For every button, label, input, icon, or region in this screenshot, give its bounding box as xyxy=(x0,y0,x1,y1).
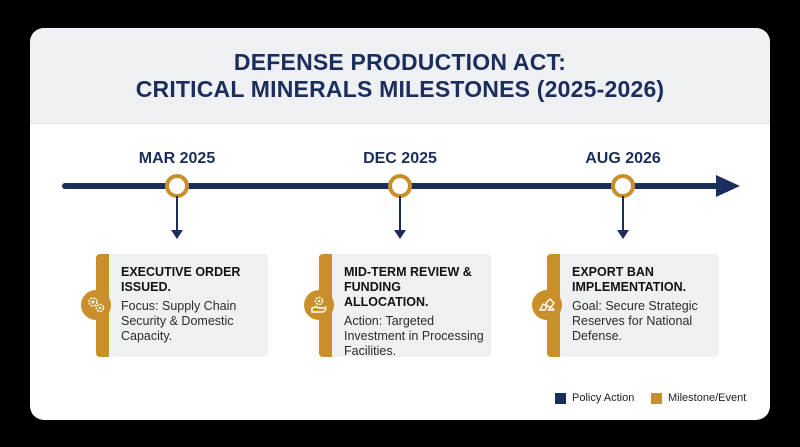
timeline-marker-3 xyxy=(611,174,635,239)
milestone-date-3: AUG 2026 xyxy=(585,150,661,167)
event-body: Focus: Supply Chain Security & Domestic … xyxy=(121,299,237,343)
legend-swatch xyxy=(555,392,566,404)
event-body: Action: Targeted Investment in Processin… xyxy=(344,314,484,357)
event-text-3: EXPORT BAN IMPLEMENTATION. Goal: Secure … xyxy=(572,265,712,344)
legend-item-milestone-event: Milestone/Event xyxy=(651,392,746,404)
event-heading: EXECUTIVE ORDER ISSUED. xyxy=(121,265,241,294)
timeline-arrowhead xyxy=(716,175,740,197)
event-card-2: MID-TERM REVIEW & FUNDING ALLOCATION. Ac… xyxy=(319,254,491,357)
minerals-icon xyxy=(532,290,562,320)
timeline-marker-2 xyxy=(388,174,412,239)
timeline-graphic xyxy=(62,174,740,239)
event-text-2: MID-TERM REVIEW & FUNDING ALLOCATION. Ac… xyxy=(344,265,484,357)
title-line-2: CRITICAL MINERALS MILESTONES (2025-2026) xyxy=(135,75,665,102)
event-body: Goal: Secure Strategic Reserves for Nati… xyxy=(572,299,698,343)
legend-item-policy-action: Policy Action xyxy=(555,392,634,404)
hand-gear-icon xyxy=(304,290,334,320)
timeline-marker-1 xyxy=(165,174,189,239)
legend-swatch xyxy=(651,392,662,404)
infographic-card: DEFENSE PRODUCTION ACT: CRITICAL MINERAL… xyxy=(30,28,770,420)
legend-label: Policy Action xyxy=(572,392,635,404)
milestone-date-2: DEC 2025 xyxy=(363,150,437,167)
event-card-3: EXPORT BAN IMPLEMENTATION. Goal: Secure … xyxy=(547,254,719,357)
event-heading: MID-TERM REVIEW & FUNDING ALLOCATION. xyxy=(344,265,472,309)
title-banner: DEFENSE PRODUCTION ACT: CRITICAL MINERAL… xyxy=(30,28,770,124)
milestone-date-1: MAR 2025 xyxy=(138,150,216,167)
gears-icon xyxy=(81,290,111,320)
legend-label: Milestone/Event xyxy=(668,392,747,404)
title-line-1: DEFENSE PRODUCTION ACT: xyxy=(233,48,567,75)
event-heading: EXPORT BAN IMPLEMENTATION. xyxy=(572,265,687,294)
event-text-1: EXECUTIVE ORDER ISSUED. Focus: Supply Ch… xyxy=(121,265,261,344)
event-card-1: EXECUTIVE ORDER ISSUED. Focus: Supply Ch… xyxy=(96,254,268,357)
